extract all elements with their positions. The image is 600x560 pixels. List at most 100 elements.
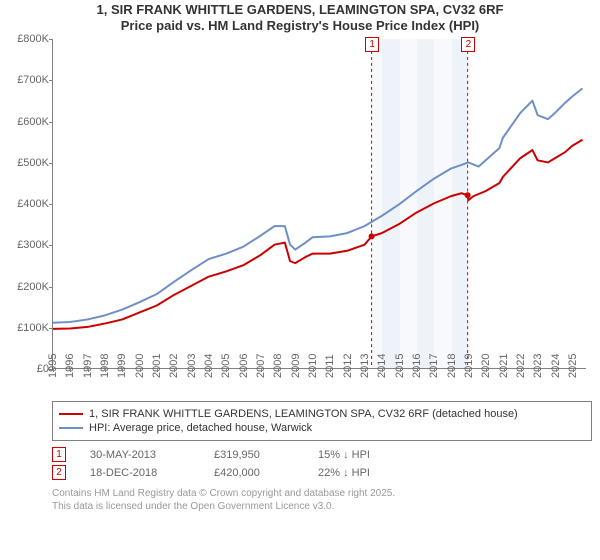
annotation-id-box: 2 bbox=[52, 465, 66, 480]
x-tick-mark bbox=[278, 368, 279, 372]
footer-line-2: This data is licensed under the Open Gov… bbox=[52, 501, 592, 514]
title-line-1: 1, SIR FRANK WHITTLE GARDENS, LEAMINGTON… bbox=[0, 2, 600, 18]
x-tick-label: 2021 bbox=[498, 348, 510, 378]
x-tick-label: 2020 bbox=[480, 348, 492, 378]
x-tick-label: 2018 bbox=[446, 348, 458, 378]
annotation-id-box: 1 bbox=[52, 447, 66, 462]
x-tick-mark bbox=[469, 368, 470, 372]
x-tick-label: 2002 bbox=[168, 348, 180, 378]
x-tick-mark bbox=[348, 368, 349, 372]
x-tick-label: 2017 bbox=[428, 348, 440, 378]
y-tick-mark bbox=[49, 122, 53, 123]
x-tick-label: 2019 bbox=[463, 348, 475, 378]
x-tick-mark bbox=[88, 368, 89, 372]
x-tick-label: 1997 bbox=[82, 348, 94, 378]
annotation-date: 18-DEC-2018 bbox=[90, 467, 190, 479]
x-tick-mark bbox=[417, 368, 418, 372]
y-tick-mark bbox=[49, 39, 53, 40]
x-tick-label: 2011 bbox=[324, 348, 336, 378]
y-tick-label: £800K bbox=[9, 33, 49, 45]
x-tick-label: 2010 bbox=[307, 348, 319, 378]
y-tick-label: £600K bbox=[9, 116, 49, 128]
x-tick-label: 1999 bbox=[116, 348, 128, 378]
x-tick-label: 2015 bbox=[394, 348, 406, 378]
marker-label-box: 1 bbox=[365, 37, 379, 52]
x-tick-label: 2024 bbox=[550, 348, 562, 378]
y-tick-mark bbox=[49, 204, 53, 205]
title-line-2: Price paid vs. HM Land Registry's House … bbox=[0, 18, 600, 34]
x-tick-mark bbox=[330, 368, 331, 372]
y-tick-label: £300K bbox=[9, 239, 49, 251]
y-tick-mark bbox=[49, 80, 53, 81]
footer-attribution: Contains HM Land Registry data © Crown c… bbox=[52, 488, 592, 513]
x-tick-mark bbox=[226, 368, 227, 372]
x-tick-label: 1998 bbox=[99, 348, 111, 378]
x-tick-label: 2005 bbox=[220, 348, 232, 378]
x-tick-mark bbox=[122, 368, 123, 372]
x-tick-mark bbox=[400, 368, 401, 372]
x-tick-label: 2013 bbox=[359, 348, 371, 378]
y-tick-mark bbox=[49, 163, 53, 164]
x-tick-mark bbox=[556, 368, 557, 372]
plot-area: £0£100K£200K£300K£400K£500K£600K£700K£80… bbox=[52, 39, 586, 369]
annotations-table: 1 30-MAY-2013 £319,950 15% ↓ HPI 2 18-DEC-201… bbox=[52, 447, 592, 480]
x-tick-mark bbox=[261, 368, 262, 372]
x-tick-label: 2012 bbox=[342, 348, 354, 378]
annotation-row: 1 30-MAY-2013 £319,950 15% ↓ HPI bbox=[52, 447, 592, 462]
annotation-delta: 15% ↓ HPI bbox=[318, 449, 370, 461]
line-series-svg bbox=[53, 39, 586, 368]
chart: £0£100K£200K£300K£400K£500K£600K£700K£80… bbox=[8, 37, 592, 395]
x-tick-mark bbox=[573, 368, 574, 372]
x-tick-label: 2007 bbox=[255, 348, 267, 378]
x-tick-mark bbox=[192, 368, 193, 372]
x-tick-mark bbox=[434, 368, 435, 372]
x-tick-mark bbox=[538, 368, 539, 372]
legend-row: HPI: Average price, detached house, Warw… bbox=[59, 422, 585, 434]
x-tick-mark bbox=[140, 368, 141, 372]
y-tick-label: £0 bbox=[9, 363, 49, 375]
x-tick-label: 2003 bbox=[186, 348, 198, 378]
y-tick-mark bbox=[49, 287, 53, 288]
legend-label: 1, SIR FRANK WHITTLE GARDENS, LEAMINGTON… bbox=[89, 408, 518, 420]
marker-label-box: 2 bbox=[461, 37, 475, 52]
x-tick-mark bbox=[313, 368, 314, 372]
y-tick-mark bbox=[49, 328, 53, 329]
x-tick-label: 1996 bbox=[64, 348, 76, 378]
x-tick-label: 2016 bbox=[411, 348, 423, 378]
x-tick-label: 2014 bbox=[376, 348, 388, 378]
annotation-row: 2 18-DEC-2018 £420,000 22% ↓ HPI bbox=[52, 465, 592, 480]
series-hpi bbox=[53, 89, 583, 323]
x-tick-mark bbox=[365, 368, 366, 372]
x-tick-mark bbox=[452, 368, 453, 372]
x-tick-label: 1995 bbox=[47, 348, 59, 378]
x-tick-label: 2004 bbox=[203, 348, 215, 378]
x-tick-mark bbox=[105, 368, 106, 372]
series-property bbox=[53, 140, 583, 329]
x-tick-label: 2008 bbox=[272, 348, 284, 378]
annotation-price: £319,950 bbox=[214, 449, 294, 461]
annotation-date: 30-MAY-2013 bbox=[90, 449, 190, 461]
x-tick-label: 2025 bbox=[567, 348, 579, 378]
legend: 1, SIR FRANK WHITTLE GARDENS, LEAMINGTON… bbox=[52, 401, 592, 441]
x-tick-label: 2009 bbox=[290, 348, 302, 378]
footer-line-1: Contains HM Land Registry data © Crown c… bbox=[52, 488, 592, 501]
x-tick-mark bbox=[157, 368, 158, 372]
x-tick-mark bbox=[504, 368, 505, 372]
x-tick-mark bbox=[244, 368, 245, 372]
x-tick-label: 2023 bbox=[532, 348, 544, 378]
x-tick-mark bbox=[382, 368, 383, 372]
annotation-price: £420,000 bbox=[214, 467, 294, 479]
y-tick-label: £400K bbox=[9, 198, 49, 210]
legend-swatch bbox=[59, 427, 83, 429]
y-tick-label: £200K bbox=[9, 281, 49, 293]
x-tick-label: 2022 bbox=[515, 348, 527, 378]
legend-label: HPI: Average price, detached house, Warw… bbox=[89, 422, 312, 434]
x-tick-mark bbox=[53, 368, 54, 372]
legend-row: 1, SIR FRANK WHITTLE GARDENS, LEAMINGTON… bbox=[59, 408, 585, 420]
y-tick-label: £100K bbox=[9, 322, 49, 334]
x-tick-label: 2000 bbox=[134, 348, 146, 378]
x-tick-mark bbox=[70, 368, 71, 372]
y-tick-mark bbox=[49, 245, 53, 246]
x-tick-mark bbox=[486, 368, 487, 372]
annotation-delta: 22% ↓ HPI bbox=[318, 467, 370, 479]
